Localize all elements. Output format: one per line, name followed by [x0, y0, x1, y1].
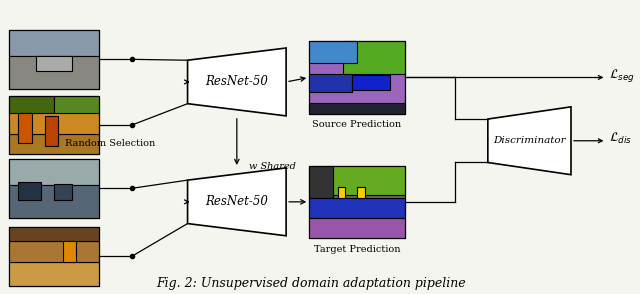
Bar: [9, 241, 99, 262]
Polygon shape: [188, 48, 286, 116]
Text: $\mathcal{L}_{dis}$: $\mathcal{L}_{dis}$: [609, 131, 632, 146]
Bar: [352, 75, 390, 91]
Bar: [9, 96, 99, 154]
Bar: [63, 241, 76, 262]
Bar: [309, 74, 352, 92]
Bar: [9, 227, 99, 241]
Bar: [309, 198, 404, 218]
Text: Target Prediction: Target Prediction: [314, 245, 400, 254]
Bar: [309, 41, 404, 113]
Bar: [357, 187, 365, 198]
Text: $\mathcal{L}_{seg}$: $\mathcal{L}_{seg}$: [609, 67, 636, 84]
Bar: [18, 113, 31, 143]
Bar: [9, 96, 99, 154]
Bar: [9, 159, 99, 185]
Bar: [9, 96, 54, 113]
Text: Fig. 2: Unsupervised domain adaptation pipeline: Fig. 2: Unsupervised domain adaptation p…: [156, 277, 465, 290]
Bar: [9, 159, 99, 218]
Bar: [309, 166, 404, 238]
Bar: [9, 30, 99, 89]
Bar: [54, 183, 72, 200]
Bar: [9, 30, 99, 89]
Text: Random Selection: Random Selection: [65, 138, 156, 148]
Bar: [342, 41, 404, 74]
Bar: [9, 134, 99, 154]
Bar: [309, 103, 404, 113]
Bar: [9, 56, 99, 89]
Text: w Shared: w Shared: [249, 162, 296, 171]
Bar: [54, 96, 99, 113]
Bar: [9, 227, 99, 285]
Bar: [309, 166, 333, 198]
Bar: [36, 56, 72, 71]
Bar: [309, 41, 357, 63]
Bar: [309, 41, 404, 113]
Bar: [9, 185, 99, 218]
Text: ResNet-50: ResNet-50: [205, 76, 268, 88]
Bar: [309, 166, 404, 238]
Bar: [9, 262, 99, 285]
Bar: [45, 116, 58, 146]
Bar: [9, 30, 99, 56]
Polygon shape: [488, 107, 571, 175]
Text: Discriminator: Discriminator: [493, 136, 566, 145]
Bar: [309, 218, 404, 238]
Bar: [9, 159, 99, 218]
Bar: [9, 110, 99, 134]
Bar: [18, 182, 40, 200]
Bar: [338, 187, 346, 198]
Bar: [328, 166, 404, 195]
Text: Source Prediction: Source Prediction: [312, 121, 401, 129]
Bar: [9, 227, 99, 285]
Text: ResNet-50: ResNet-50: [205, 195, 268, 208]
Polygon shape: [188, 168, 286, 236]
